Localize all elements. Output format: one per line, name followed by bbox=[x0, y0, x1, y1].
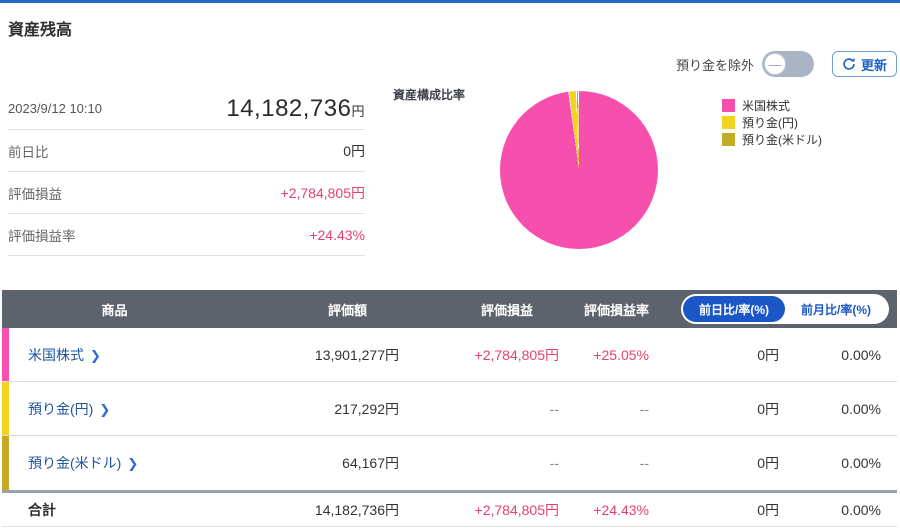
day-change-value: 0円 bbox=[343, 141, 365, 161]
asset-allocation-pie-chart bbox=[500, 91, 658, 249]
col-header-product: 商品 bbox=[2, 300, 227, 319]
legend-label: 預り金(米ドル) bbox=[742, 131, 822, 148]
chevron-right-icon: ❯ bbox=[90, 348, 101, 363]
col-header-value: 評価額 bbox=[227, 300, 399, 319]
pl-rate-value: +24.43% bbox=[309, 227, 365, 243]
chevron-right-icon: ❯ bbox=[127, 456, 138, 471]
legend-swatch-us-stocks bbox=[722, 99, 735, 112]
summary-panel: 2023/9/12 10:10 14,182,736円 前日比 0円 評価損益 … bbox=[8, 88, 365, 256]
cell-value: 64,167円 bbox=[227, 453, 399, 473]
legend-item-deposit-usd: 預り金(米ドル) bbox=[722, 131, 822, 148]
period-tab-day[interactable]: 前日比/率(%) bbox=[683, 296, 785, 322]
total-pl-rate: +24.43% bbox=[559, 502, 649, 518]
product-link-deposit-usd[interactable]: 預り金(米ドル)❯ bbox=[2, 453, 227, 473]
cell-day-change: 0円 bbox=[649, 345, 779, 365]
pie-legend: 米国株式 預り金(円) 預り金(米ドル) bbox=[722, 97, 822, 148]
refresh-button-label: 更新 bbox=[861, 55, 887, 74]
table-row: 預り金(米ドル)❯ 64,167円 -- -- 0円 0.00% bbox=[2, 436, 897, 490]
cell-pl-rate: -- bbox=[559, 401, 649, 417]
top-accent-line bbox=[0, 0, 900, 3]
product-link-deposit-jpy[interactable]: 預り金(円)❯ bbox=[2, 399, 227, 419]
table-header: 商品 評価額 評価損益 評価損益率 前日比/率(%) 前月比/率(%) bbox=[2, 290, 897, 328]
cell-pl-rate: -- bbox=[559, 455, 649, 471]
total-label: 合計 bbox=[2, 500, 227, 520]
pie-chart-title: 資産構成比率 bbox=[393, 86, 465, 103]
col-header-pl: 評価損益 bbox=[399, 300, 559, 319]
summary-pl-row: 評価損益 +2,784,805円 bbox=[8, 172, 365, 214]
summary-pl-rate-row: 評価損益率 +24.43% bbox=[8, 214, 365, 256]
toggle-knob-minus-icon: — bbox=[764, 53, 786, 75]
exclude-deposits-toggle[interactable]: — bbox=[762, 51, 814, 77]
total-value: 14,182,736円 bbox=[227, 500, 399, 520]
legend-item-us-stocks: 米国株式 bbox=[722, 97, 822, 114]
summary-day-change-row: 前日比 0円 bbox=[8, 130, 365, 172]
period-segmented-control: 前日比/率(%) 前月比/率(%) bbox=[681, 294, 889, 324]
day-change-label: 前日比 bbox=[8, 141, 49, 161]
asset-balance-page: 資産残高 預り金を除外 — 更新 2023/9/12 10:10 14,182,… bbox=[0, 0, 900, 528]
cell-pl: -- bbox=[399, 455, 559, 471]
cell-day-change: 0円 bbox=[649, 399, 779, 419]
cell-value: 13,901,277円 bbox=[227, 345, 399, 365]
row-color-bar bbox=[2, 328, 9, 381]
cell-value: 217,292円 bbox=[227, 399, 399, 419]
table-row: 米国株式❯ 13,901,277円 +2,784,805円 +25.05% 0円… bbox=[2, 328, 897, 382]
pl-rate-label: 評価損益率 bbox=[8, 225, 76, 245]
row-color-bar bbox=[2, 382, 9, 435]
pl-label: 評価損益 bbox=[8, 183, 62, 203]
header-controls: 預り金を除外 — 更新 bbox=[676, 51, 897, 77]
as-of-timestamp: 2023/9/12 10:10 bbox=[8, 101, 102, 116]
table-row: 預り金(円)❯ 217,292円 -- -- 0円 0.00% bbox=[2, 382, 897, 436]
cell-pl-rate: +25.05% bbox=[559, 347, 649, 363]
legend-item-deposit-jpy: 預り金(円) bbox=[722, 114, 822, 131]
total-row: 合計 14,182,736円 +2,784,805円 +24.43% 0円 0.… bbox=[2, 493, 897, 527]
legend-label: 米国株式 bbox=[742, 97, 790, 114]
row-color-bar bbox=[2, 436, 9, 490]
cell-pl: +2,784,805円 bbox=[399, 345, 559, 365]
cell-pl: -- bbox=[399, 401, 559, 417]
legend-swatch-deposit-jpy bbox=[722, 116, 735, 129]
refresh-button[interactable]: 更新 bbox=[832, 51, 897, 77]
summary-total-row: 2023/9/12 10:10 14,182,736円 bbox=[8, 88, 365, 130]
legend-label: 預り金(円) bbox=[742, 114, 798, 131]
exclude-deposits-label: 預り金を除外 bbox=[676, 55, 754, 74]
cell-day-rate: 0.00% bbox=[779, 401, 897, 417]
cell-day-rate: 0.00% bbox=[779, 455, 897, 471]
total-asset-value: 14,182,736円 bbox=[226, 95, 365, 123]
total-pl: +2,784,805円 bbox=[399, 500, 559, 520]
legend-swatch-deposit-usd bbox=[722, 133, 735, 146]
chevron-right-icon: ❯ bbox=[99, 402, 110, 417]
total-day-rate: 0.00% bbox=[779, 502, 897, 518]
asset-table: 商品 評価額 評価損益 評価損益率 前日比/率(%) 前月比/率(%) 米国株式… bbox=[2, 290, 897, 527]
total-day-change: 0円 bbox=[649, 500, 779, 520]
cell-day-change: 0円 bbox=[649, 453, 779, 473]
cell-day-rate: 0.00% bbox=[779, 347, 897, 363]
product-link-us-stocks[interactable]: 米国株式❯ bbox=[2, 345, 227, 365]
col-header-pl-rate: 評価損益率 bbox=[559, 300, 649, 319]
period-tab-month[interactable]: 前月比/率(%) bbox=[785, 296, 887, 322]
page-title: 資産残高 bbox=[8, 16, 72, 40]
refresh-icon bbox=[842, 57, 856, 71]
pl-value: +2,784,805円 bbox=[281, 183, 365, 203]
